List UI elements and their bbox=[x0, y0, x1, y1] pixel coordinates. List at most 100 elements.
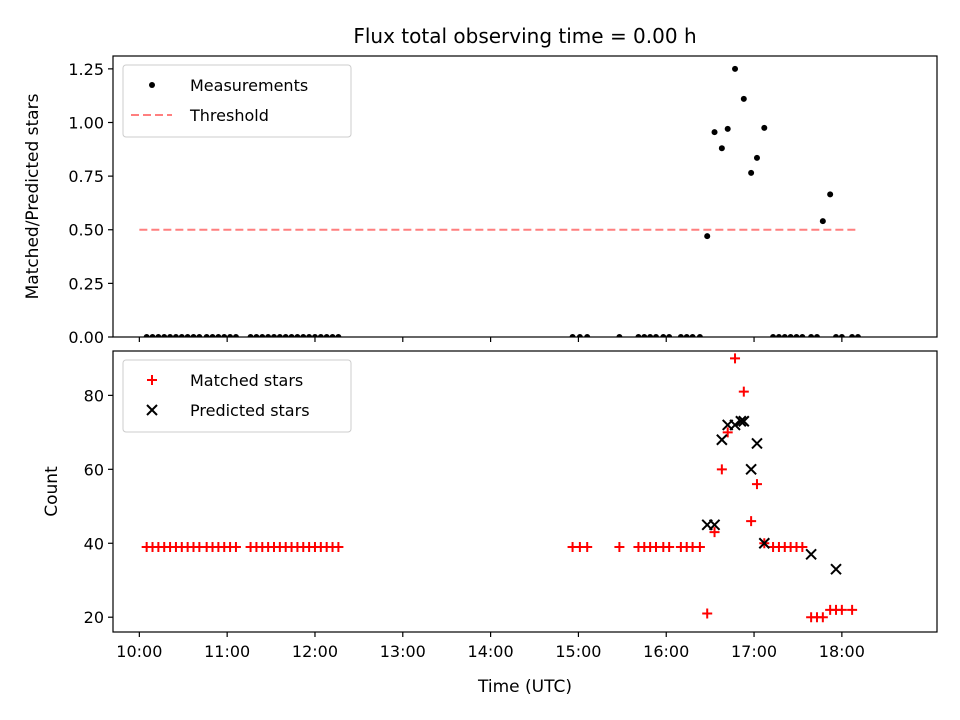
y-axis-label: Matched/Predicted stars bbox=[23, 93, 43, 299]
x-tick-label: 11:00 bbox=[204, 642, 250, 661]
measurement-point bbox=[253, 334, 260, 337]
predicted-star-point bbox=[830, 563, 842, 575]
measurement-point bbox=[584, 334, 591, 337]
x-tick-label: 10:00 bbox=[116, 642, 162, 661]
measurement-point bbox=[167, 334, 174, 337]
measurement-point bbox=[761, 124, 768, 131]
matched-star-point bbox=[694, 541, 705, 552]
predicted-star-point bbox=[751, 437, 763, 450]
measurement-point bbox=[209, 334, 216, 337]
y-tick-label: 0.75 bbox=[68, 167, 104, 186]
y-tick-label: 0.00 bbox=[68, 328, 104, 347]
predicted-star-point bbox=[735, 415, 747, 427]
y-tick-label: 40 bbox=[84, 534, 104, 553]
measurement-point bbox=[259, 334, 266, 337]
matched-star-point bbox=[333, 541, 344, 552]
measurement-point bbox=[808, 334, 815, 337]
legend-box bbox=[122, 64, 352, 138]
matched-star-point bbox=[230, 541, 241, 552]
measurement-point bbox=[711, 129, 718, 136]
measurement-point bbox=[827, 191, 834, 198]
measurement-point bbox=[660, 334, 667, 337]
measurement-point bbox=[317, 334, 324, 337]
measurement-point bbox=[270, 334, 277, 337]
measurement-point bbox=[793, 334, 800, 337]
chart-title: Flux total observing time = 0.00 h bbox=[353, 24, 696, 48]
legend-label: Measurements bbox=[190, 76, 308, 95]
y-tick-label: 1.00 bbox=[68, 113, 104, 132]
legend-label: Predicted stars bbox=[190, 401, 310, 420]
measurement-point bbox=[190, 334, 197, 337]
measurement-point bbox=[178, 334, 185, 337]
measurement-point bbox=[149, 334, 156, 337]
measurement-point bbox=[770, 334, 777, 337]
measurement-point bbox=[265, 334, 272, 337]
measurement-point bbox=[569, 334, 576, 337]
bottom-panel: 20 40 60 80 10:00 11:00 12:00 13:00 14:00 15:00 16… bbox=[42, 350, 938, 661]
legend: Measurements Threshold bbox=[122, 64, 352, 138]
predicted-star-point bbox=[708, 519, 721, 531]
predicted-star-point bbox=[745, 463, 757, 476]
measurement-point bbox=[641, 334, 648, 337]
measurement-point bbox=[323, 334, 330, 337]
matched-star-point bbox=[817, 612, 828, 623]
series-layer bbox=[141, 353, 858, 623]
x-tick-label: 14:00 bbox=[468, 642, 514, 661]
measurement-point bbox=[288, 334, 295, 337]
matched-star-point bbox=[797, 541, 808, 552]
measurement-point bbox=[854, 334, 861, 337]
y-tick-label: 20 bbox=[84, 608, 104, 627]
series-layer bbox=[139, 65, 861, 337]
measurement-point bbox=[635, 334, 642, 337]
matched-star-point bbox=[709, 527, 720, 538]
x-axis-label: Time (UTC) bbox=[477, 677, 572, 697]
predicted-star-point bbox=[758, 537, 771, 549]
measurement-point bbox=[300, 334, 307, 337]
measurement-point bbox=[718, 145, 725, 152]
y-tick-label: 0.25 bbox=[68, 274, 104, 293]
measurement-point bbox=[683, 334, 690, 337]
measurement-point bbox=[172, 334, 179, 337]
matched-star-point bbox=[716, 464, 727, 475]
measurement-point bbox=[616, 334, 623, 337]
measurement-point bbox=[775, 334, 782, 337]
measurement-point bbox=[677, 334, 684, 337]
predicted-star-point bbox=[805, 548, 817, 561]
measurement-point bbox=[819, 218, 826, 225]
legend-predicted-swatch bbox=[146, 404, 158, 416]
measurement-point bbox=[227, 334, 234, 337]
matched-star-point bbox=[722, 427, 733, 438]
plot-frame bbox=[112, 350, 938, 633]
measurement-point bbox=[161, 334, 168, 337]
measurement-point bbox=[143, 334, 150, 337]
measurement-point bbox=[282, 334, 289, 337]
x-tick-label: 13:00 bbox=[380, 642, 426, 661]
predicted-star-point bbox=[716, 434, 728, 446]
y-tick-label: 1.25 bbox=[68, 60, 104, 79]
measurement-point bbox=[276, 334, 283, 337]
measurement-point bbox=[306, 334, 313, 337]
measurement-point bbox=[311, 334, 318, 337]
y-tick-label: 0.50 bbox=[68, 221, 104, 240]
measurement-point bbox=[748, 169, 755, 176]
measurement-point bbox=[652, 334, 659, 337]
top-panel: 0.00 0.25 0.50 0.75 1.00 1.25 Matched/Predicte… bbox=[23, 55, 938, 347]
measurement-point bbox=[203, 334, 210, 337]
matched-star-point bbox=[738, 386, 749, 397]
measurement-point bbox=[184, 334, 191, 337]
matched-star-point bbox=[836, 604, 847, 615]
measurement-point bbox=[781, 334, 788, 337]
legend-label: Threshold bbox=[189, 106, 269, 125]
measurement-point bbox=[329, 334, 336, 337]
plot-frame bbox=[112, 55, 938, 338]
predicted-star-point bbox=[738, 415, 750, 427]
measurement-point bbox=[232, 334, 239, 337]
measurement-point bbox=[838, 334, 845, 337]
matched-star-point bbox=[664, 541, 675, 552]
y-tick-label: 80 bbox=[84, 386, 104, 405]
matched-star-point bbox=[582, 541, 593, 552]
measurement-point bbox=[704, 233, 711, 240]
measurement-point bbox=[689, 334, 696, 337]
predicted-star-point bbox=[729, 419, 741, 431]
measurement-point bbox=[799, 334, 806, 337]
